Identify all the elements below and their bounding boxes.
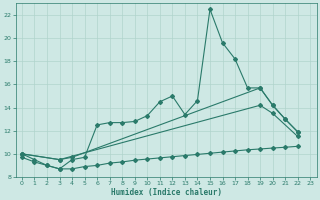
X-axis label: Humidex (Indice chaleur): Humidex (Indice chaleur)	[111, 188, 221, 197]
